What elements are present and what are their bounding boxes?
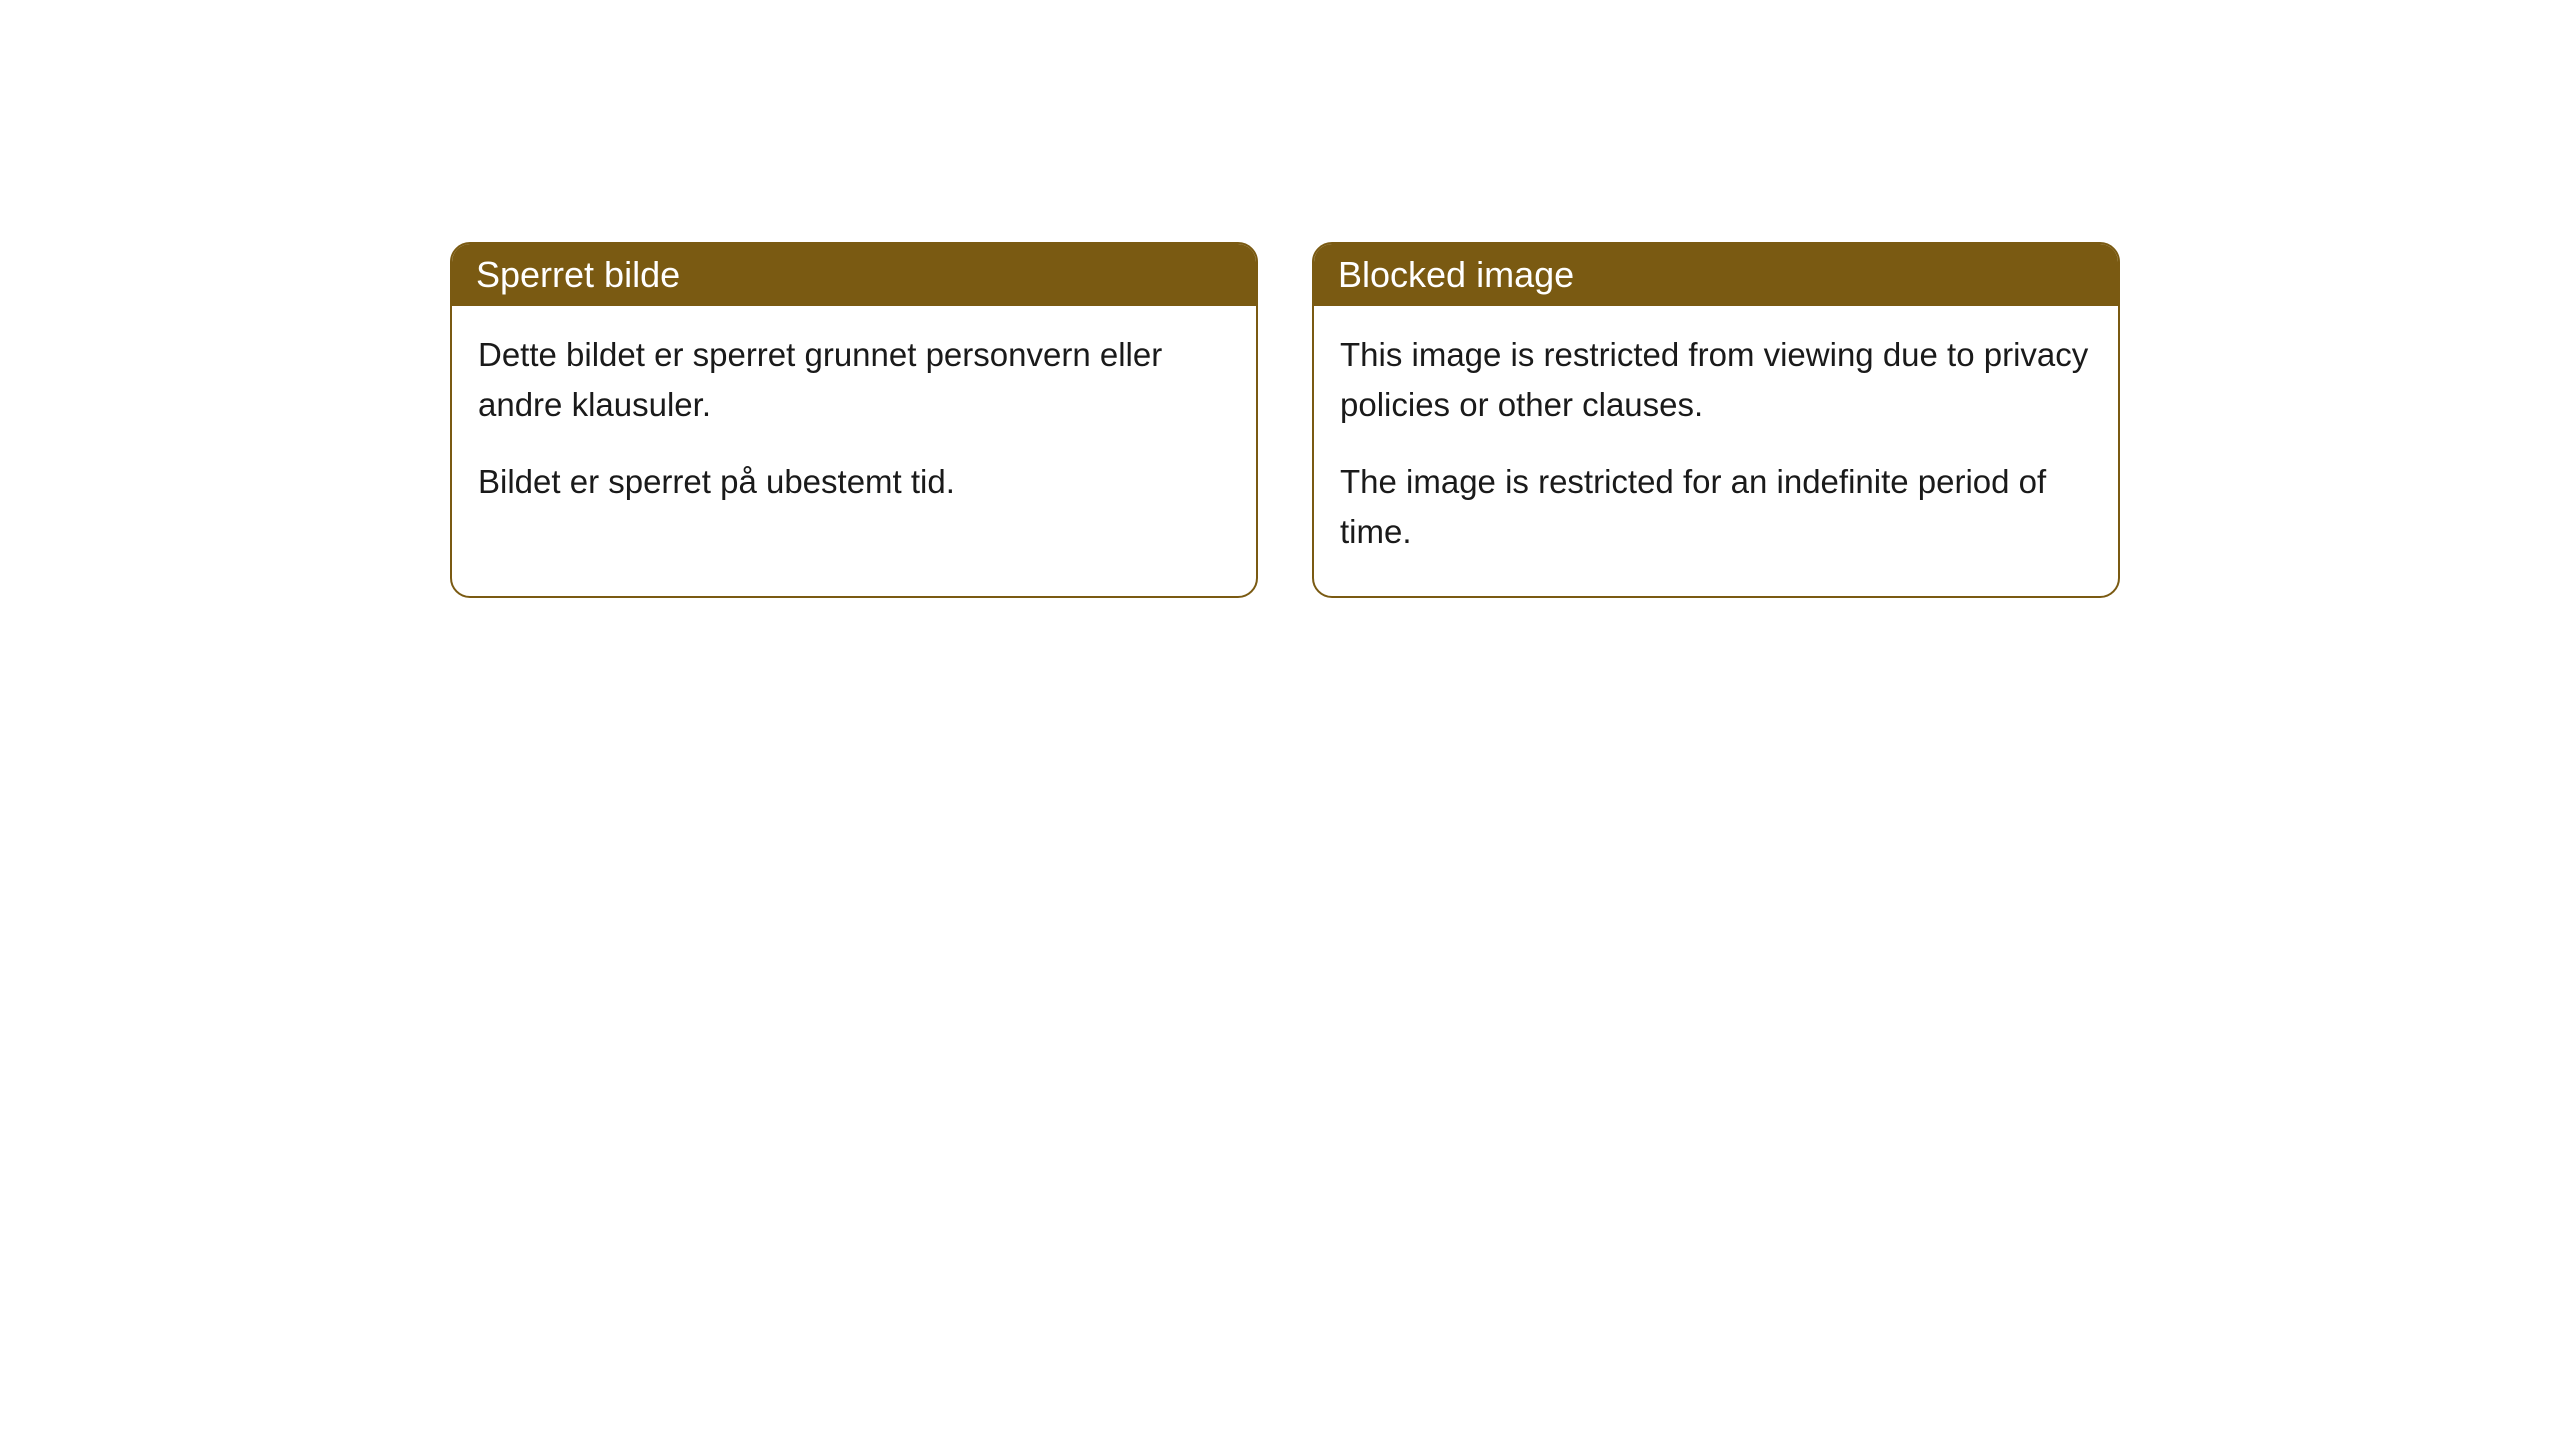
notice-card-english: Blocked image This image is restricted f…	[1312, 242, 2120, 598]
notices-container: Sperret bilde Dette bildet er sperret gr…	[450, 242, 2120, 598]
notice-title: Blocked image	[1338, 254, 1574, 295]
notice-paragraph: The image is restricted for an indefinit…	[1340, 457, 2092, 556]
notice-header: Blocked image	[1314, 244, 2118, 306]
notice-paragraph: Bildet er sperret på ubestemt tid.	[478, 457, 1230, 507]
notice-body: This image is restricted from viewing du…	[1314, 306, 2118, 596]
notice-paragraph: Dette bildet er sperret grunnet personve…	[478, 330, 1230, 429]
notice-paragraph: This image is restricted from viewing du…	[1340, 330, 2092, 429]
notice-card-norwegian: Sperret bilde Dette bildet er sperret gr…	[450, 242, 1258, 598]
notice-body: Dette bildet er sperret grunnet personve…	[452, 306, 1256, 547]
notice-title: Sperret bilde	[476, 254, 680, 295]
notice-header: Sperret bilde	[452, 244, 1256, 306]
